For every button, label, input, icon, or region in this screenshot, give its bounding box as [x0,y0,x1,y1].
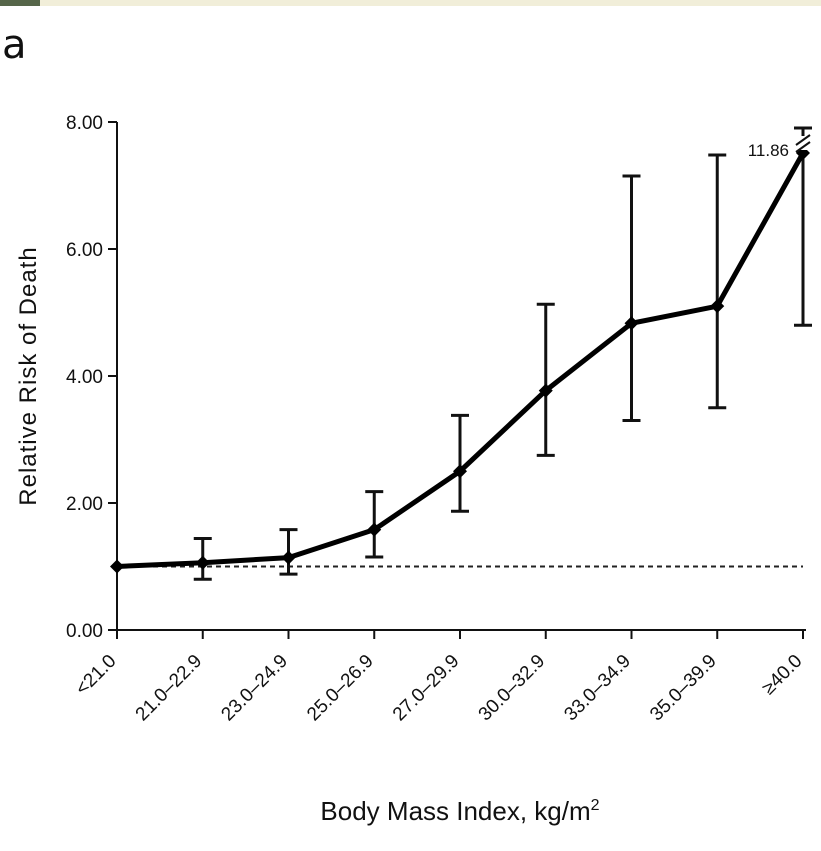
data-point [710,299,725,314]
annotations: 11.86 [748,134,813,160]
y-tick-label: 8.00 [66,113,103,134]
top-banner-bar [0,0,821,6]
y-tick-label: 0.00 [66,621,103,642]
data-point [624,316,639,331]
axis-break-label: 11.86 [748,141,789,160]
panel-label: a [2,22,27,68]
x-tick-label: 23.0–24.9 [217,651,292,726]
x-tick-label: 21.0–22.9 [132,651,207,726]
x-axis-label-superscript: 2 [591,797,600,814]
x-tick-label: <21.0 [72,651,121,700]
axis-break-slash [795,141,811,153]
axis-break-gap [793,136,813,150]
error-bars [193,126,812,581]
y-axis-label: Relative Risk of Death [15,246,42,505]
x-tick-label: ≥40.0 [758,651,806,699]
top-banner-accent [0,0,40,6]
x-tick-label: 30.0–32.9 [475,651,550,726]
y-axis: 0.00 2.00 4.00 6.00 8.00 [66,113,118,642]
x-axis: <21.0 21.0–22.9 23.0–24.9 25.0–26.9 27.0–29.… [72,629,807,726]
x-tick-label: 27.0–29.9 [389,651,464,726]
x-tick-label: 33.0–34.9 [560,651,635,726]
y-tick-label: 2.00 [66,494,103,515]
x-tick-label: 35.0–39.9 [646,651,721,726]
y-tick-label: 6.00 [66,240,103,261]
y-tick-label: 4.00 [66,367,103,388]
x-axis-label: Body Mass Index, kg/m2 [320,796,599,826]
axis-break-slash [795,134,811,146]
data-point [453,464,467,479]
x-axis-label-text: Body Mass Index, kg/m [320,796,590,826]
x-tick-label: 25.0–26.9 [303,651,378,726]
data-point [538,383,553,398]
data-point [110,559,124,574]
data-point [281,550,296,565]
data-point [195,555,210,570]
data-point [367,522,382,537]
